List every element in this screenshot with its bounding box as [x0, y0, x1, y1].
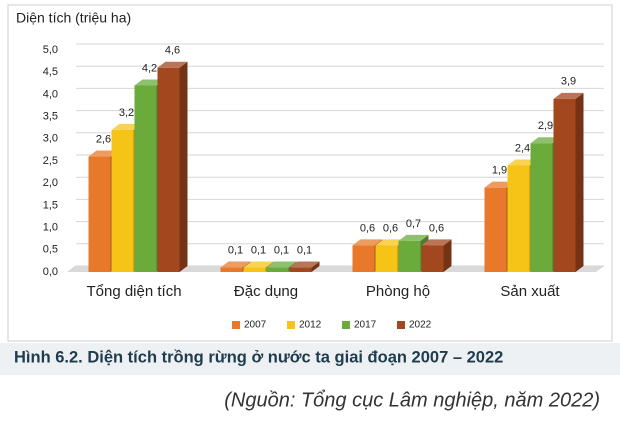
bar-top	[398, 234, 429, 241]
bar-side	[311, 261, 320, 272]
bar-side	[443, 239, 452, 272]
bar	[266, 267, 289, 272]
value-label: 2,9	[538, 120, 553, 132]
bar	[88, 156, 111, 272]
value-label: 0,6	[383, 222, 398, 234]
value-label: 0,1	[274, 244, 289, 256]
y-tick-label: 3,5	[43, 111, 58, 123]
y-tick-label: 4,0	[43, 88, 58, 100]
value-label: 2,6	[96, 133, 111, 145]
value-label: 0,1	[297, 244, 312, 256]
legend-swatch	[397, 321, 405, 329]
bar-top	[111, 123, 142, 130]
y-axis-label: Diện tích (triệu ha)	[16, 10, 131, 26]
value-label: 0,6	[360, 222, 375, 234]
value-label: 0,6	[429, 222, 444, 234]
value-label: 2,4	[515, 142, 530, 154]
value-label: 0,7	[406, 218, 421, 230]
bar	[421, 245, 444, 272]
bar	[530, 143, 553, 272]
x-tick-label: Phòng hộ	[366, 283, 430, 300]
value-label: 0,1	[251, 244, 266, 256]
value-label: 0,1	[228, 244, 243, 256]
bar-top	[375, 239, 406, 246]
bar-side	[575, 92, 584, 272]
bar-top	[352, 239, 383, 246]
bar-top	[134, 79, 165, 86]
bar	[243, 267, 266, 272]
bar	[375, 245, 398, 272]
bar-side	[179, 61, 188, 273]
y-tick-label: 2,0	[43, 177, 58, 189]
bar-top	[484, 181, 515, 188]
bar-top	[530, 137, 561, 144]
y-tick-label: 2,5	[43, 155, 58, 167]
y-tick-label: 3,0	[43, 133, 58, 145]
x-tick-label: Sản xuất	[500, 283, 560, 300]
legend-label: 2022	[409, 320, 432, 331]
wall-edge	[67, 265, 77, 273]
bar-top	[220, 261, 251, 268]
floor	[68, 266, 604, 272]
bar-top	[421, 239, 452, 246]
bar-top	[157, 61, 188, 68]
bar	[220, 267, 243, 272]
legend-swatch	[287, 321, 295, 329]
x-tick-label: Tổng diện tích	[86, 283, 181, 300]
legend-swatch	[342, 321, 350, 329]
bar	[157, 67, 180, 272]
legend-swatch	[232, 321, 240, 329]
bar	[111, 129, 134, 272]
bar-top	[243, 261, 274, 268]
bar-top	[289, 261, 320, 268]
y-tick-label: 0,5	[43, 244, 58, 256]
value-label: 3,2	[119, 107, 134, 119]
value-label: 4,2	[142, 62, 157, 74]
bar	[289, 267, 312, 272]
y-tick-label: 1,5	[43, 199, 58, 211]
legend-label: 2012	[299, 320, 322, 331]
x-tick-label: Đặc dụng	[234, 283, 298, 300]
bar-top	[88, 150, 119, 157]
y-tick-label: 5,0	[43, 44, 58, 56]
bar	[134, 85, 157, 273]
bar	[553, 98, 576, 272]
legend-label: 2007	[244, 320, 267, 331]
bar-top	[507, 159, 538, 166]
y-tick-label: 0,0	[43, 266, 58, 278]
y-tick-label: 1,0	[43, 222, 58, 234]
caption-band	[0, 343, 620, 375]
bar	[507, 165, 530, 272]
bar-top	[266, 261, 297, 268]
bar	[484, 187, 507, 272]
caption: Hình 6.2. Diện tích trồng rừng ở nước ta…	[14, 348, 503, 366]
value-label: 4,6	[165, 45, 180, 57]
y-tick-label: 4,5	[43, 66, 58, 78]
value-label: 3,9	[561, 76, 576, 88]
legend-label: 2017	[354, 320, 377, 331]
value-label: 1,9	[492, 165, 507, 177]
bar	[352, 245, 375, 272]
bar	[398, 240, 421, 272]
bar-top	[553, 92, 584, 99]
source: (Nguồn: Tổng cục Lâm nghiệp, năm 2022)	[224, 389, 600, 411]
